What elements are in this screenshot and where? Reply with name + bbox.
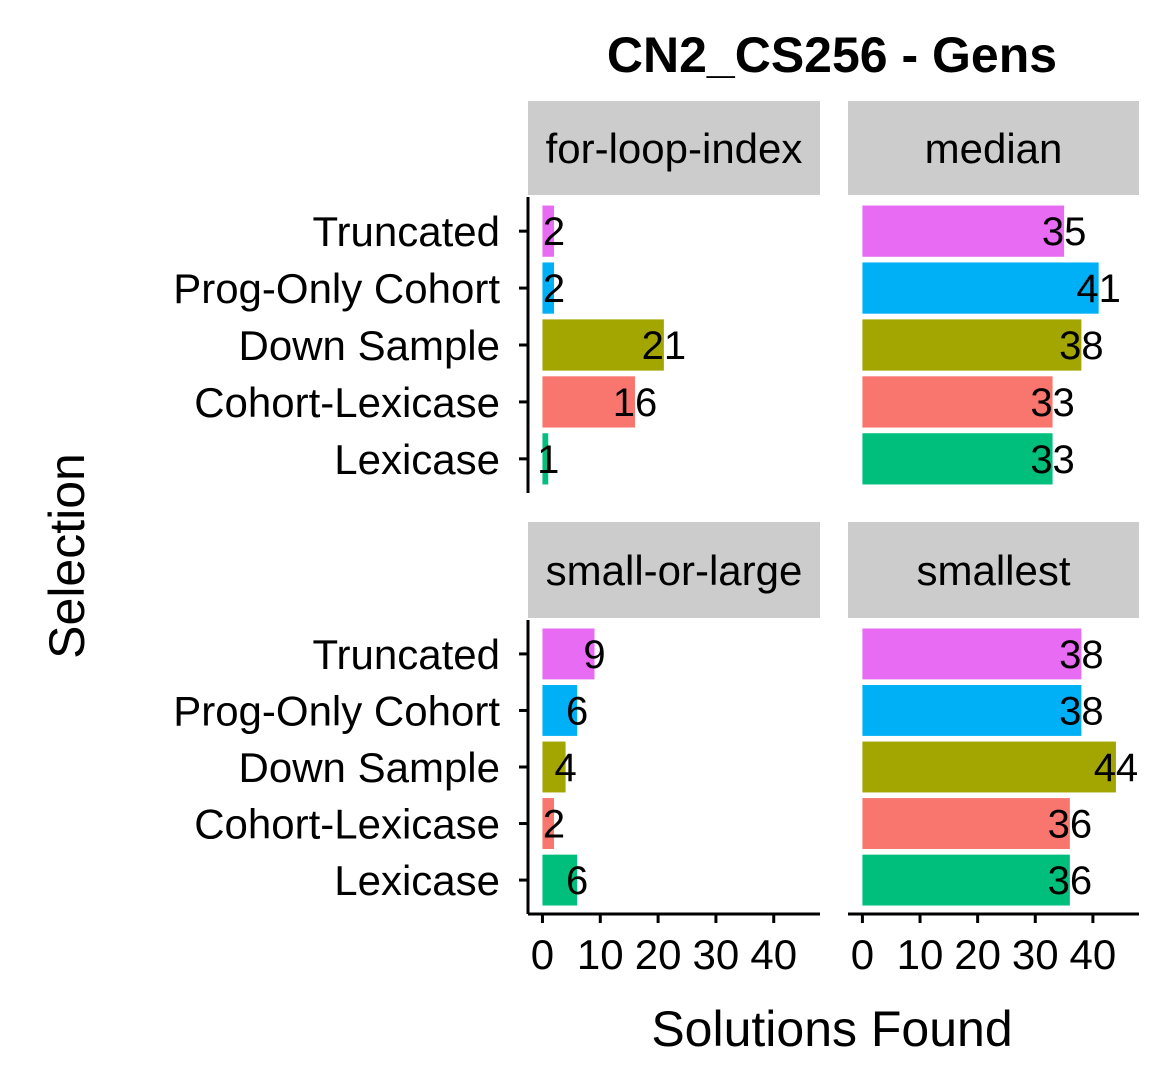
bar-lexicase xyxy=(862,854,1070,906)
bar-value-label: 38 xyxy=(1059,689,1104,733)
x-tick-label: 40 xyxy=(750,931,797,978)
bar-value-label: 2 xyxy=(543,210,565,254)
bar-lexicase xyxy=(542,854,578,906)
bar-value-label: 38 xyxy=(1059,324,1104,368)
facet-strip-label: median xyxy=(925,125,1063,172)
bar-truncated xyxy=(542,205,555,257)
bar-value-label: 36 xyxy=(1048,803,1093,847)
bar-cohort-lexicase xyxy=(542,376,635,428)
bar-value-label: 33 xyxy=(1030,438,1075,482)
x-tick-label: 0 xyxy=(851,931,874,978)
bar-value-label: 33 xyxy=(1030,381,1075,425)
x-tick-label: 30 xyxy=(693,931,740,978)
facet-panels: for-loop-index 2 Truncated 2 Prog-Only Cohor… xyxy=(173,101,1139,978)
x-tick-label: 30 xyxy=(1012,931,1059,978)
y-tick-label: Cohort-Lexicase xyxy=(194,801,500,848)
bar-value-label: 41 xyxy=(1076,267,1121,311)
x-tick-label: 10 xyxy=(897,931,944,978)
facet-strip xyxy=(848,101,1139,195)
chart-title: CN2_CS256 - Gens xyxy=(607,27,1057,83)
bar-truncated xyxy=(862,628,1082,680)
bar-value-label: 44 xyxy=(1094,746,1139,790)
x-axis-title: Solutions Found xyxy=(651,1001,1012,1057)
bar-value-label: 4 xyxy=(554,746,576,790)
x-tick-label: 20 xyxy=(954,931,1001,978)
bar-value-label: 21 xyxy=(642,324,687,368)
bar-value-label: 2 xyxy=(543,803,565,847)
facet-panel-small-or-large: small-or-large 9 Truncated 6 Prog-Only Cohor… xyxy=(173,522,820,978)
bar-truncated xyxy=(862,205,1065,257)
facet-panel-median: median 35 41 38 33 33 xyxy=(848,101,1139,485)
bar-value-label: 36 xyxy=(1048,859,1093,903)
x-tick-label: 0 xyxy=(531,931,554,978)
bar-down-sample xyxy=(862,319,1082,371)
bar-prog-only-cohort xyxy=(542,685,578,736)
bar-lexicase xyxy=(542,433,549,485)
facet-strip xyxy=(848,522,1139,618)
facet-panel-for-loop-index: for-loop-index 2 Truncated 2 Prog-Only Cohor… xyxy=(173,101,820,493)
bar-value-label: 16 xyxy=(613,381,658,425)
bar-lexicase xyxy=(862,433,1053,485)
y-tick-label: Cohort-Lexicase xyxy=(194,379,500,426)
bar-cohort-lexicase xyxy=(862,798,1070,849)
facet-strip xyxy=(528,101,820,195)
bar-cohort-lexicase xyxy=(862,376,1053,428)
bar-cohort-lexicase xyxy=(542,798,555,849)
bar-value-label: 35 xyxy=(1042,210,1087,254)
facet-strip-label: smallest xyxy=(916,547,1070,594)
bar-value-label: 9 xyxy=(583,633,605,677)
bar-down-sample xyxy=(862,741,1116,793)
x-tick-label: 10 xyxy=(577,931,624,978)
bar-value-label: 6 xyxy=(566,859,588,903)
y-tick-label: Lexicase xyxy=(334,857,500,904)
y-tick-label: Prog-Only Cohort xyxy=(173,687,500,734)
facet-strip-label: small-or-large xyxy=(546,547,803,594)
y-axis-title: Selection xyxy=(39,453,95,659)
bar-value-label: 38 xyxy=(1059,633,1104,677)
y-tick-label: Down Sample xyxy=(239,744,500,791)
bar-value-label: 6 xyxy=(566,689,588,733)
bar-down-sample xyxy=(542,319,664,371)
x-tick-label: 20 xyxy=(635,931,682,978)
bar-prog-only-cohort xyxy=(862,262,1099,314)
y-tick-label: Down Sample xyxy=(239,322,500,369)
bar-truncated xyxy=(542,628,595,680)
bar-prog-only-cohort xyxy=(862,685,1082,736)
facet-strip xyxy=(528,522,820,618)
y-tick-label: Lexicase xyxy=(334,436,500,483)
y-tick-label: Truncated xyxy=(312,208,500,255)
y-tick-label: Truncated xyxy=(312,631,500,678)
bar-value-label: 1 xyxy=(537,438,559,482)
bar-down-sample xyxy=(542,741,566,793)
facet-strip-label: for-loop-index xyxy=(546,125,803,172)
bar-value-label: 2 xyxy=(543,267,565,311)
y-tick-label: Prog-Only Cohort xyxy=(173,265,500,312)
x-tick-label: 40 xyxy=(1070,931,1117,978)
bar-prog-only-cohort xyxy=(542,262,555,314)
